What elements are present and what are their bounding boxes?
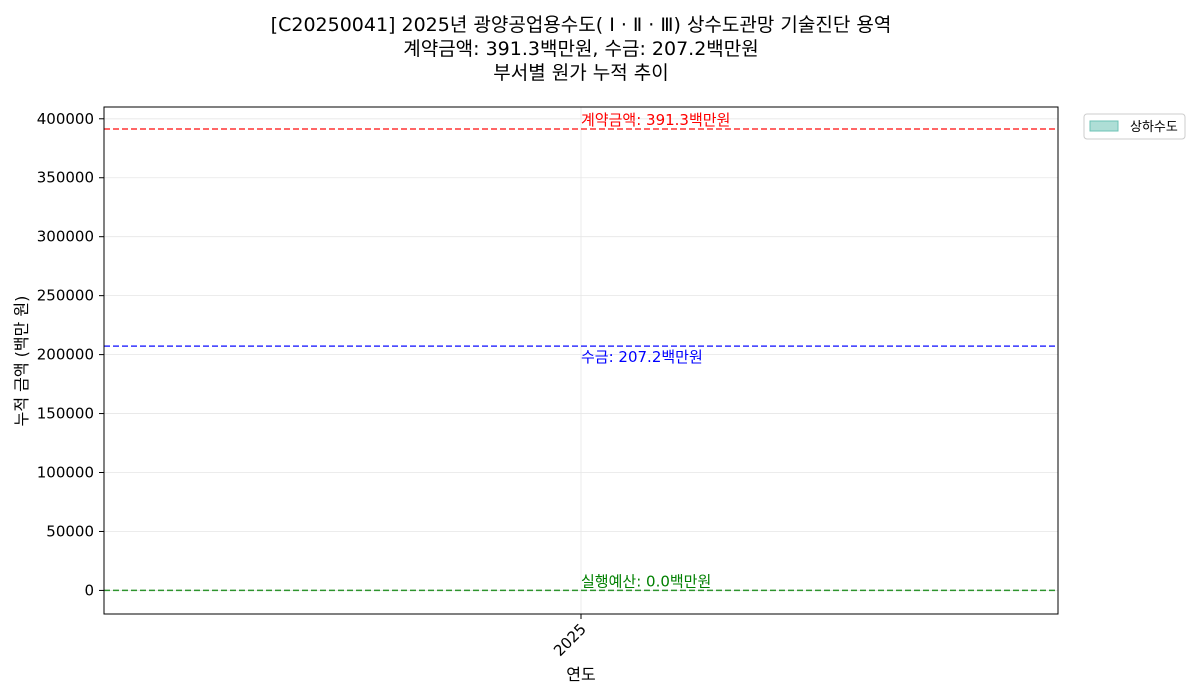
y-tick-label: 150000 [37,405,94,423]
x-axis: 2025 [550,614,590,660]
y-tick-label: 50000 [46,522,94,540]
y-axis: 0 50000 100000 150000 200000 250000 300000 3500… [37,110,104,599]
y-tick-label: 350000 [37,169,94,187]
legend-frame [1083,113,1186,140]
y-axis-label: 누적 금액 (백만 원) [12,296,31,427]
x-axis-label: 연도 [566,665,595,684]
chart-title-line-1: [C20250041] 2025년 광양공업용수도( Ⅰ · Ⅱ · Ⅲ) 상수… [271,14,892,36]
y-tick-label: 100000 [37,464,94,482]
chart-title-line-3: 부서별 원가 누적 추이 [493,62,668,84]
reference-line-label: 실행예산: 0.0백만원 [581,572,711,590]
y-tick-label: 0 [84,581,94,599]
legend-swatch [1089,120,1119,132]
y-tick-label: 400000 [37,110,94,128]
y-tick-label: 300000 [37,228,94,246]
legend: 상하수도 [1083,113,1186,140]
reference-line-label: 계약금액: 391.3백만원 [581,111,730,129]
reference-line-label: 수금: 207.2백만원 [581,348,703,366]
legend-label: 상하수도 [1130,120,1178,135]
y-tick-label: 250000 [37,287,94,305]
y-tick-label: 200000 [37,346,94,364]
chart-title: [C20250041] 2025년 광양공업용수도( Ⅰ · Ⅱ · Ⅲ) 상수… [271,14,892,84]
grid [104,107,1058,614]
chart-title-line-2: 계약금액: 391.3백만원, 수금: 207.2백만원 [403,38,759,60]
x-tick-label: 2025 [550,620,590,660]
